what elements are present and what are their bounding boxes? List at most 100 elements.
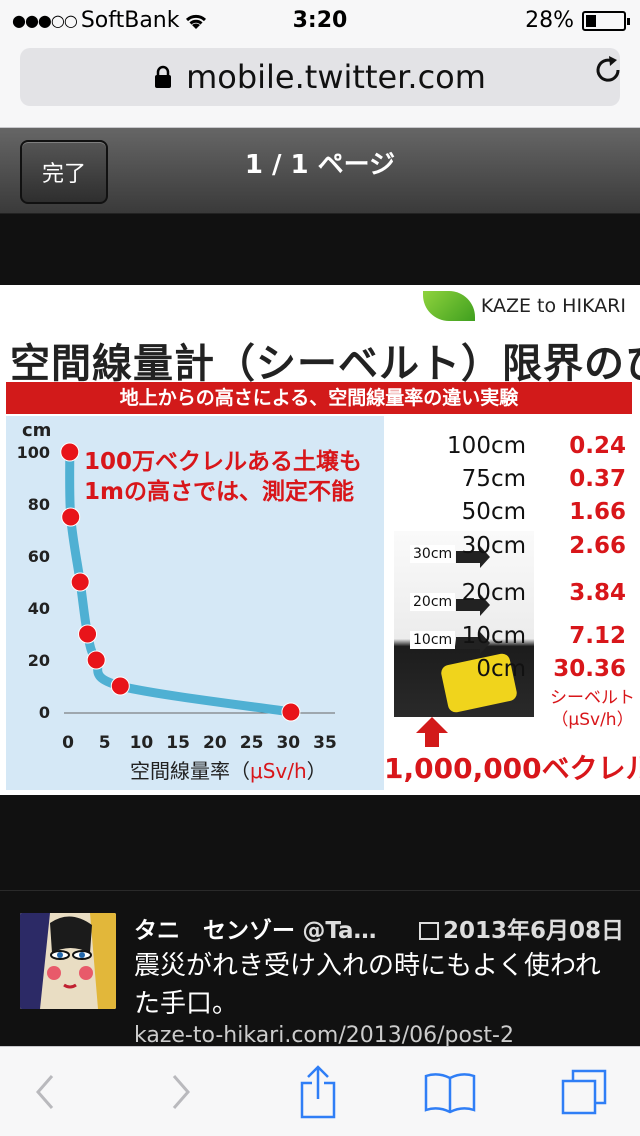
arrow-right-icon bbox=[456, 546, 490, 568]
reload-icon[interactable] bbox=[590, 52, 626, 88]
done-button[interactable]: 完了 bbox=[20, 140, 108, 204]
x-tick-label: 35 bbox=[313, 733, 337, 753]
arrow-right-icon bbox=[456, 594, 490, 616]
wifi-icon bbox=[186, 14, 207, 29]
arrow-right-icon bbox=[456, 632, 490, 654]
x-tick-label: 15 bbox=[166, 733, 190, 753]
sievert-unit: （μSv/h） bbox=[551, 710, 634, 730]
sievert-text: シーベルト bbox=[550, 688, 635, 708]
battery-group: 28% bbox=[525, 8, 630, 33]
photo-icon bbox=[418, 922, 439, 940]
tweet-date: 2013年6月08日 bbox=[442, 918, 624, 944]
data-point bbox=[110, 676, 130, 696]
page-indicator: 1 / 1 ページ bbox=[244, 150, 396, 180]
x-tick-label: 0 bbox=[62, 733, 74, 753]
forward-button[interactable] bbox=[152, 1069, 212, 1115]
battery-icon bbox=[582, 10, 630, 31]
image-title: 空間線量計（シーベルト）限界のひとつ bbox=[10, 341, 640, 387]
x-tick-label: 10 bbox=[130, 733, 154, 753]
leaf-icon bbox=[422, 291, 475, 321]
reading-height: 30cm bbox=[461, 533, 526, 559]
x-tick-label: 25 bbox=[240, 733, 264, 753]
reading-value: 0.37 bbox=[569, 466, 626, 492]
tabs-icon bbox=[561, 1069, 607, 1115]
data-point bbox=[60, 442, 80, 462]
brand-logo: KAZE to HIKARI bbox=[422, 291, 626, 321]
chart-annotation: 100万ベクレルある土壌も 1mの高さでは、測定不能 bbox=[84, 447, 362, 507]
x-tick-label: 5 bbox=[99, 733, 111, 753]
url-text: mobile.twitter.com bbox=[186, 58, 486, 96]
chevron-right-icon bbox=[172, 1075, 190, 1109]
chevron-left-icon bbox=[36, 1075, 54, 1109]
carrier-group: ●●●○○ SoftBank bbox=[12, 8, 209, 33]
photo-tag: 10cm bbox=[410, 631, 456, 649]
signal-strength-icon: ●●●○○ bbox=[12, 11, 78, 30]
chart-svg: cm 0 20 40 60 80 100 0 5 10 15 20 25 30 35 bbox=[17, 420, 337, 753]
reading-value: 0.24 bbox=[569, 433, 626, 459]
book-icon bbox=[424, 1073, 476, 1114]
photo-viewer-header: 完了 1 / 1 ページ bbox=[0, 128, 640, 214]
becquerel-label: 1,000,000ベクレル/kg bbox=[384, 752, 640, 785]
data-point bbox=[78, 624, 98, 644]
tweet-text: 震災がれき受け入れの時にもよく使われた手口。 bbox=[134, 951, 601, 1019]
chart-area: cm 0 20 40 60 80 100 0 5 10 15 20 25 30 35 bbox=[6, 416, 384, 790]
reading-value: 2.66 bbox=[569, 533, 626, 559]
x-title-text: 空間線量率（ bbox=[130, 759, 250, 783]
data-point bbox=[61, 507, 81, 527]
sievert-label: シーベルト （μSv/h） bbox=[550, 687, 635, 731]
x-title-unit: μSv/h bbox=[250, 759, 307, 783]
tweet-date-group: 2013年6月08日 bbox=[418, 911, 624, 945]
image-subtitle: 地上からの高さによる、空間線量率の違い実験 bbox=[6, 382, 632, 414]
y-tick-label: 20 bbox=[28, 651, 50, 670]
y-tick-label: 100 bbox=[17, 443, 50, 462]
reading-value: 30.36 bbox=[553, 656, 626, 682]
user-name[interactable]: タニ センゾー bbox=[134, 918, 295, 944]
reading-height: 100cm bbox=[447, 433, 526, 459]
reading-height: 50cm bbox=[461, 499, 526, 525]
annotation-line2: 1mの高さでは、測定不能 bbox=[84, 479, 354, 505]
reading-height: 75cm bbox=[461, 466, 526, 492]
data-point bbox=[281, 702, 301, 722]
experiment-photo: 30cm 20cm 10cm bbox=[394, 531, 534, 717]
carrier-name: SoftBank bbox=[80, 8, 180, 33]
photo-tag: 20cm bbox=[410, 593, 456, 611]
tweet-photo[interactable]: KAZE to HIKARI 空間線量計（シーベルト）限界のひとつ 地上からの高… bbox=[0, 285, 640, 795]
tweet-link[interactable]: kaze-to-hikari.com/2013/06/post-2 bbox=[134, 1023, 514, 1048]
y-tick-label: 0 bbox=[39, 703, 50, 722]
status-bar: ●●●○○ SoftBank 3:20 28% bbox=[0, 0, 640, 40]
reading-height: 0cm bbox=[476, 656, 526, 682]
avatar[interactable] bbox=[20, 913, 116, 1009]
browser-toolbar bbox=[0, 1046, 640, 1136]
tabs-button[interactable] bbox=[554, 1069, 614, 1115]
reading-value: 3.84 bbox=[569, 580, 626, 606]
data-point bbox=[86, 650, 106, 670]
lock-icon bbox=[155, 65, 172, 88]
x-tick-label: 30 bbox=[276, 733, 300, 753]
share-icon bbox=[300, 1065, 336, 1119]
reading-value: 7.12 bbox=[569, 623, 626, 649]
tweet-header: タニ センゾー @Ta… 2013年6月08日 bbox=[134, 911, 634, 945]
x-tick-label: 20 bbox=[203, 733, 227, 753]
x-axis-title: 空間線量率（μSv/h） bbox=[130, 755, 327, 784]
share-button[interactable] bbox=[288, 1065, 348, 1119]
arrow-up-icon bbox=[416, 717, 448, 747]
url-field[interactable]: mobile.twitter.com bbox=[20, 48, 620, 106]
y-tick-label: 60 bbox=[28, 547, 50, 566]
y-tick-label: 80 bbox=[28, 495, 50, 514]
x-title-close: ） bbox=[306, 759, 327, 783]
reading-height: 10cm bbox=[461, 623, 526, 649]
user-handle[interactable]: @Ta… bbox=[302, 918, 377, 944]
annotation-line1: 100万ベクレルある土壌も bbox=[84, 449, 363, 475]
clock: 3:20 bbox=[292, 8, 348, 33]
back-button[interactable] bbox=[14, 1069, 74, 1115]
tweet-card[interactable]: タニ センゾー @Ta… 2013年6月08日 震災がれき受け入れの時にもよく使… bbox=[0, 890, 640, 1048]
photo-tag: 30cm bbox=[410, 545, 456, 563]
y-tick-label: 40 bbox=[28, 599, 50, 618]
bookmarks-button[interactable] bbox=[420, 1069, 480, 1115]
data-point bbox=[70, 572, 90, 592]
brand-name: KAZE to HIKARI bbox=[480, 295, 626, 317]
avatar-illustration-icon bbox=[20, 913, 116, 1009]
reading-value: 1.66 bbox=[569, 499, 626, 525]
reading-height: 20cm bbox=[461, 580, 526, 606]
battery-percent: 28% bbox=[525, 8, 574, 33]
